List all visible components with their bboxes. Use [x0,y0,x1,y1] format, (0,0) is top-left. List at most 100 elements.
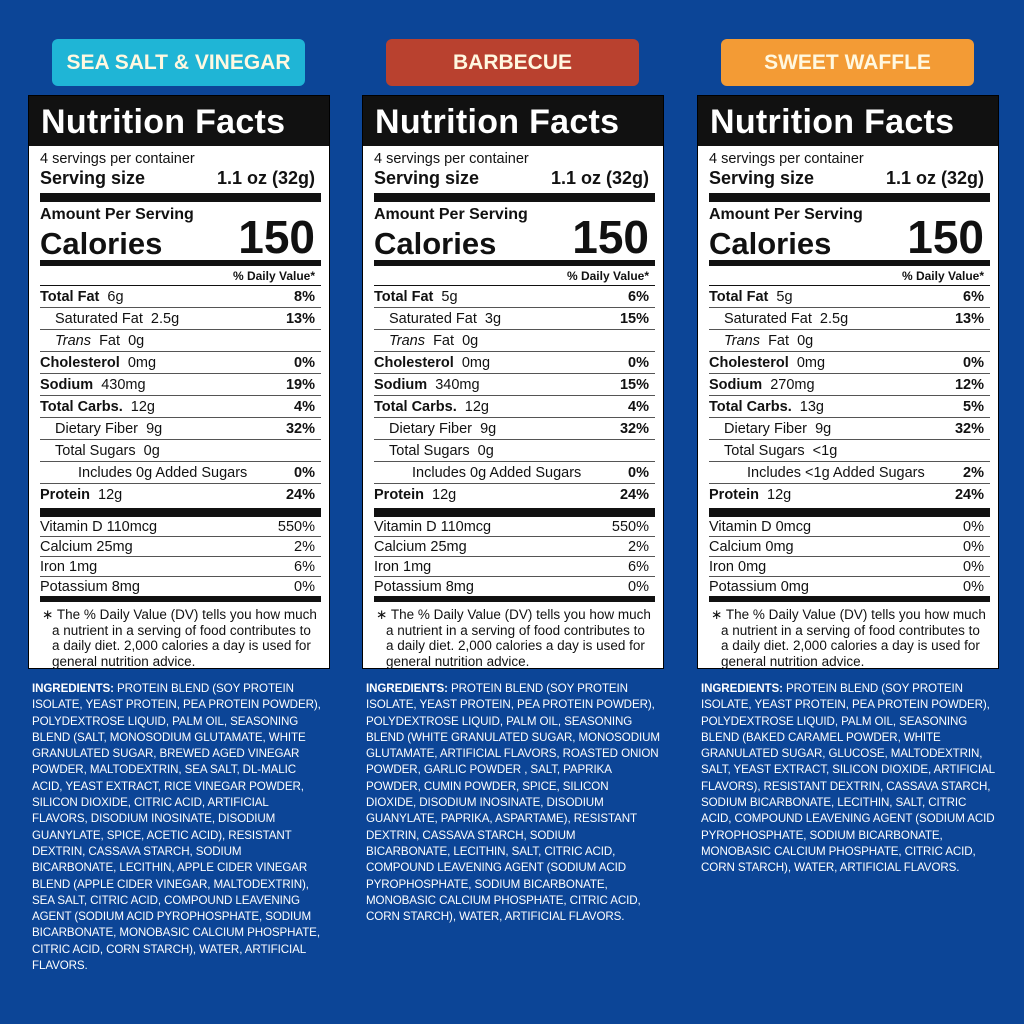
nutrient-amount: 3g [484,311,502,327]
daily-value: 6% [628,289,649,305]
nutrient-amount: 5g [441,289,458,305]
nutrient-row: Trans Fat 0g [40,330,321,352]
vitamin-dv: 0% [963,519,984,535]
vitamin-dv: 0% [628,579,649,595]
nutrient-amount: 0mg [127,355,157,371]
daily-value: 4% [294,399,315,415]
daily-value: 0% [628,355,649,371]
dv-header: % Daily Value* [40,266,321,286]
footnote-text: The % Daily Value (DV) tells you how muc… [386,607,651,669]
vitamin-dv: 6% [294,559,315,575]
amount-label: Amount Per Serving [374,206,528,223]
nutrient-label: Dietary Fiber [724,421,807,437]
daily-value: 2% [963,465,984,481]
footnote: ∗ The % Daily Value (DV) tells you how m… [376,607,651,669]
nutrient-row: Saturated Fat 2.5g 13% [709,308,990,330]
nutrient-amount: 13g [799,399,824,415]
ingredients-label: INGREDIENTS: [366,682,448,695]
daily-value: 24% [954,487,984,503]
nutrient-label: Sodium [374,377,428,393]
daily-value: 0% [963,355,984,371]
nutrient: Total Sugars <1g [724,440,837,461]
footnote-text: The % Daily Value (DV) tells you how muc… [721,607,986,669]
calories-label: Calories [374,226,497,261]
nutrient-label: Saturated Fat [724,311,812,327]
nutrient-amount: 12g [767,487,792,503]
nutrient: Protein 12g [374,484,456,505]
rule [374,193,655,202]
nutrient: Sodium 270mg [709,374,815,395]
vitamin-dv: 0% [963,559,984,575]
nutrient-label: Trans [724,333,760,349]
nutrient: Includes 0g Added Sugars [412,462,581,483]
flavor-label: BARBECUE [386,39,639,86]
nutrient-row: Total Carbs. 12g 4% [374,396,655,418]
nutrient-row: Total Fat 5g 6% [374,286,655,308]
panel: BARBECUE Nutrition Facts 4 servings per co… [362,0,664,925]
nutrient-amount: Fat 0g [99,333,145,349]
dv-header: % Daily Value* [709,266,990,286]
serving-size-value: 1.1 oz (32g) [550,168,649,188]
nutrient-label: Sodium [40,377,94,393]
vitamin-row: Vitamin D 0mcg 0% [709,517,990,537]
vitamin-row: Calcium 0mg 0% [709,537,990,557]
panel: SEA SALT & VINEGAR Nutrition Facts 4 servi… [28,0,330,974]
nutrient-amount: 9g [146,421,163,437]
nutrient-label: Total Carbs. [374,399,457,415]
nutrient-amount: 2.5g [150,311,180,327]
nutrient: Cholesterol 0mg [374,352,490,373]
nutrient-amount: 12g [130,399,155,415]
ingredients-text: PROTEIN BLEND (SOY PROTEIN ISOLATE, YEAS… [701,682,995,875]
nutrient: Cholesterol 0mg [709,352,825,373]
vitamin-row: Vitamin D 110mcg 550% [374,517,655,537]
daily-value: 32% [954,421,984,437]
nutrient-label: Total Fat [40,289,100,305]
nutrient-amount: 5g [776,289,793,305]
daily-value: 0% [628,465,649,481]
vitamin-label: Potassium 0mg [709,579,809,595]
nutrient: Total Carbs. 12g [40,396,155,417]
facts-title: Nutrition Facts [698,96,998,146]
daily-value: 12% [954,377,984,393]
nutrient-amount: 430mg [101,377,146,393]
vitamin-row: Calcium 25mg 2% [374,537,655,557]
vitamin-label: Vitamin D 0mcg [709,519,812,535]
nutrient-amount: 12g [464,399,489,415]
nutrient-amount: 0g [143,443,160,459]
amount-label: Amount Per Serving [709,206,863,223]
daily-value: 32% [285,421,315,437]
nutrient-label: Includes 0g Added Sugars [78,465,248,481]
nutrient-label: Protein [40,487,90,503]
rule [40,193,321,202]
vitamin-label: Calcium 0mg [709,539,794,555]
vitamin-row: Vitamin D 110mcg 550% [40,517,321,537]
nutrient: Total Fat 6g [40,286,124,307]
nutrition-facts: Nutrition Facts 4 servings per container S… [28,95,330,669]
vitamin-label: Vitamin D 110mcg [374,519,492,535]
daily-value: 19% [285,377,315,393]
nutrient: Protein 12g [709,484,791,505]
daily-value: 32% [619,421,649,437]
facts-body: 4 servings per container Serving size 1.1 … [698,151,998,669]
nutrient: Cholesterol 0mg [40,352,156,373]
nutrient-amount: Fat 0g [768,333,814,349]
nutrient-row: Sodium 430mg 19% [40,374,321,396]
daily-value: 4% [628,399,649,415]
panel: SWEET WAFFLE Nutrition Facts 4 servings pe… [697,0,999,877]
nutrient-amount: 270mg [770,377,815,393]
vitamin-dv: 0% [963,539,984,555]
nutrient: Saturated Fat 2.5g [55,308,179,329]
nutrient-row: Sodium 270mg 12% [709,374,990,396]
ingredients: INGREDIENTS: PROTEIN BLEND (SOY PROTEIN … [28,681,330,974]
nutrient-label: Total Sugars [55,443,136,459]
nutrient-amount: 9g [815,421,832,437]
vitamin-row: Calcium 25mg 2% [40,537,321,557]
nutrient-label: Total Fat [374,289,434,305]
nutrient: Total Sugars 0g [55,440,160,461]
footnote: ∗ The % Daily Value (DV) tells you how m… [711,607,986,669]
vitamin-label: Iron 1mg [40,559,98,575]
rule [709,260,990,266]
nutrient-row: Dietary Fiber 9g 32% [374,418,655,440]
serving-size-label: Serving size [709,168,815,188]
nutrient-label: Saturated Fat [389,311,477,327]
